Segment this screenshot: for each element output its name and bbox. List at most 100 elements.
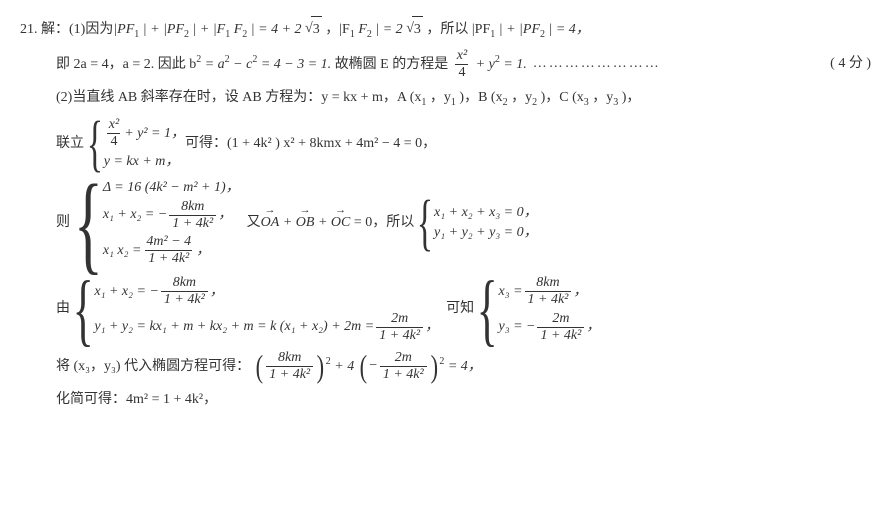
t: ， <box>218 206 232 224</box>
s: 2 <box>503 97 508 108</box>
line-3: (2)当直线 AB 斜率存在时，设 AB 方程为：y = kx + m，A (x… <box>20 85 871 112</box>
t: 由 <box>56 296 70 323</box>
t: 又 <box>247 210 261 237</box>
t: y₁ + y₂ + y₃ = 0， <box>434 224 538 242</box>
s: 3 <box>613 97 618 108</box>
t: 1 + 4k² <box>376 327 423 344</box>
t: 4m² − 4 <box>143 234 194 250</box>
t: ， <box>586 318 600 336</box>
system-5: { x₃ = 8km1 + 4k² ， y₃ = − 2m1 + 4k² ， <box>474 275 600 343</box>
t: 1 + 4k² <box>161 291 208 308</box>
t: Δ = 16 (4k² − m² + 1)， <box>103 179 240 197</box>
line-6: 由 { x₁ + x₂ = − 8km1 + 4k² ， y₁ + y₂ = k… <box>20 273 871 345</box>
t: 8km <box>533 275 562 291</box>
s: 2 <box>242 29 247 40</box>
s: 2 <box>225 54 230 65</box>
t: |PF <box>113 22 134 37</box>
t: 4 <box>107 133 120 150</box>
t: 8km <box>170 275 199 291</box>
t: 8km <box>275 350 304 366</box>
t: x² <box>106 117 122 133</box>
s: 3 <box>584 97 589 108</box>
t: + <box>283 215 296 230</box>
t: y₃ = − <box>498 318 535 336</box>
t: 将 (x₃，y₃) 代入椭圆方程可得： <box>56 359 250 374</box>
line-5: 则 { Δ = 16 (4k² − m² + 1)， x₁ + x₂ = − 8… <box>20 177 871 270</box>
s: 2 <box>540 29 545 40</box>
t: x₃ = <box>498 283 522 301</box>
t: 2m <box>392 350 415 366</box>
t: )， <box>622 90 641 105</box>
s: 2 <box>196 54 201 65</box>
t: 即 2a = 4，a = 2. 因此 b <box>56 56 196 71</box>
t: = a <box>205 56 225 71</box>
t: ， <box>573 283 587 301</box>
s: 1 <box>421 97 426 108</box>
system-2: { Δ = 16 (4k² − m² + 1)， x₁ + x₂ = − 8km… <box>70 179 240 268</box>
vec-oc: OC <box>331 210 350 237</box>
t: y₁ + y₂ = kx₁ + m + kx₂ + m = k (x₁ + x₂… <box>94 318 374 336</box>
t: 则 <box>56 210 70 237</box>
t: ，y <box>430 90 451 105</box>
line-7: 将 (x₃，y₃) 代入椭圆方程可得： 8km1 + 4k² 2 + 4 − 2… <box>20 350 871 383</box>
t: 故椭圆 E 的方程是 <box>335 56 449 71</box>
t: | + |F <box>193 22 226 37</box>
t: x² <box>454 48 470 64</box>
t: 1 + 4k² <box>266 366 313 383</box>
t: 1 + 4k² <box>145 250 192 267</box>
t: 可得：(1 + 4k² ) x² + 8kmx + 4m² − 4 = 0， <box>185 131 436 158</box>
t: ， <box>210 283 224 301</box>
line-2: 即 2a = 4，a = 2. 因此 b2 = a2 − c2 = 4 − 3 … <box>20 48 871 81</box>
t: | = 2 <box>375 22 402 37</box>
t: )，B (x <box>459 90 502 105</box>
t: ， <box>425 318 439 336</box>
t: x₁ + x₂ + x₃ = 0， <box>434 204 538 222</box>
t: = 1. <box>503 56 526 71</box>
t: 1 + 4k² <box>169 215 216 232</box>
s: 2 <box>532 97 537 108</box>
s: 1 <box>225 29 230 40</box>
s: 2 <box>495 54 500 65</box>
t: 可知 <box>446 296 474 323</box>
system-3: { x₁ + x₂ + x₃ = 0， y₁ + y₂ + y₃ = 0， <box>414 201 537 246</box>
t: + y² = 1， <box>124 125 185 143</box>
s: 1 <box>490 29 495 40</box>
s: 1 <box>350 29 355 40</box>
t: 3 <box>412 16 423 44</box>
t: | = 4， <box>549 22 590 37</box>
t: y = kx + m， <box>104 153 185 171</box>
vec-oa: OA <box>261 210 280 237</box>
t: + y <box>476 56 495 71</box>
t: F <box>234 22 243 37</box>
t: 3 <box>311 16 322 44</box>
question-number: 21. <box>20 17 38 44</box>
s: 2 <box>439 356 444 367</box>
t: + <box>318 215 331 230</box>
t: x₁ + x₂ = − <box>94 283 159 301</box>
s: 2 <box>252 54 257 65</box>
t: − c <box>233 56 252 71</box>
s: 2 <box>184 29 189 40</box>
t: + 4 <box>334 359 354 374</box>
sol-label: 解： <box>41 17 69 44</box>
system-4: { x₁ + x₂ = − 8km1 + 4k² ， y₁ + y₂ = kx₁… <box>70 275 439 343</box>
line-1: 21. 解： (1)因为 |PF1 | + |PF2 | + |F1 F2 | … <box>20 16 871 44</box>
t: = 4， <box>448 359 482 374</box>
t: (1)因为 <box>69 17 113 44</box>
t: 2m <box>388 311 411 327</box>
t: 2m <box>549 311 572 327</box>
t: 1 + 4k² <box>537 327 584 344</box>
score: ( 4 分 ) <box>830 51 871 78</box>
s: 1 <box>134 29 139 40</box>
t: x₁ x₂ = <box>103 242 142 260</box>
t: 8km <box>178 199 207 215</box>
t: ，所以 |PF <box>426 22 490 37</box>
s: 2 <box>326 356 331 367</box>
t: 化简可得：4m² = 1 + 4k²， <box>56 387 217 414</box>
t: = 0，所以 <box>354 215 414 230</box>
t: ， <box>196 242 210 260</box>
t: )，C (x <box>541 90 584 105</box>
t: 联立 <box>56 131 84 158</box>
t: | + |PF <box>143 22 184 37</box>
t: ，y <box>511 90 532 105</box>
